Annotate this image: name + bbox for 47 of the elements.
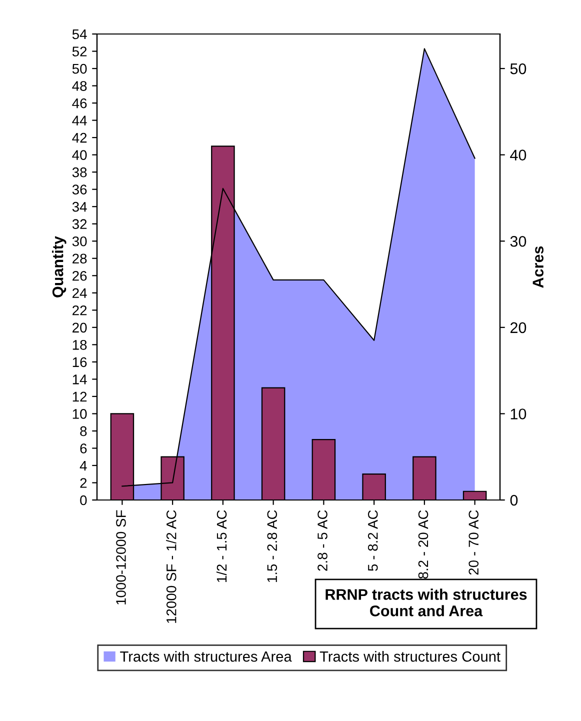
y-tick-label: 44 (72, 116, 87, 126)
y-tick-label: 54 (72, 29, 87, 40)
y-axis-title: Quantity (52, 236, 66, 298)
y-tick-label: 50 (72, 64, 87, 74)
y-tick-label: 48 (72, 81, 87, 91)
y-tick-label: 8 (80, 426, 87, 436)
x-tick-label: 1/2 - 1.5 AC (216, 510, 227, 582)
y-tick-label: 26 (72, 270, 87, 281)
x-tick-label: 20 - 70 AC (468, 510, 479, 575)
y-tick-label: 36 (72, 184, 87, 195)
x-tick-label: 1.5 - 2.8 AC (267, 510, 278, 582)
y-tick-label: 22 (72, 305, 87, 316)
y-tick-label: 10 (72, 409, 87, 419)
y-tick-label: 40 (72, 150, 87, 160)
y-tick-label: 38 (72, 167, 87, 178)
y-tick-label: 0 (80, 495, 87, 506)
y2-tick-label: 10 (510, 408, 526, 420)
y2-tick-label: 20 (510, 322, 526, 334)
y2-tick-label: 40 (510, 150, 526, 160)
y-tick-label: 52 (72, 46, 87, 56)
y-tick-label: 2 (80, 478, 87, 488)
text: RRNP tracts with structures Count and Area (326, 588, 527, 616)
y-tick-label: 46 (72, 98, 87, 108)
y-tick-label: 4 (80, 460, 87, 471)
y-tick-label: 12 (72, 392, 87, 402)
y-tick-label: 42 (72, 132, 87, 143)
y2-tick-label: 0 (510, 494, 518, 506)
y2-tick-label: 30 (510, 236, 526, 247)
y2-axis-title: Acres (532, 246, 544, 288)
y-tick-label: 34 (72, 202, 87, 212)
y-tick-label: 6 (80, 444, 87, 454)
legend-label: Tracts with structures Count (320, 651, 500, 662)
legend-label: Tracts with structures Area (120, 651, 292, 662)
y-tick-label: 32 (72, 219, 87, 230)
x-tick-label: 2.8 - 5 AC (318, 510, 328, 571)
y2-tick-label: 50 (510, 63, 526, 74)
y-tick-label: 20 (72, 322, 87, 333)
y-tick-label: 28 (72, 254, 87, 264)
y-tick-label: 24 (72, 288, 87, 298)
y-tick-label: 30 (72, 236, 87, 246)
y-tick-label: 16 (72, 357, 87, 368)
y-tick-label: 14 (72, 374, 87, 384)
x-tick-label: 1000-12000 SF (116, 510, 126, 604)
x-tick-label: 5 - 8.2 AC (368, 510, 378, 571)
y-tick-label: 18 (72, 340, 87, 350)
x-tick-label: 8.2 - 20 AC (418, 510, 428, 579)
x-tick-label: 12000 SF - 1/2 AC (166, 510, 176, 623)
